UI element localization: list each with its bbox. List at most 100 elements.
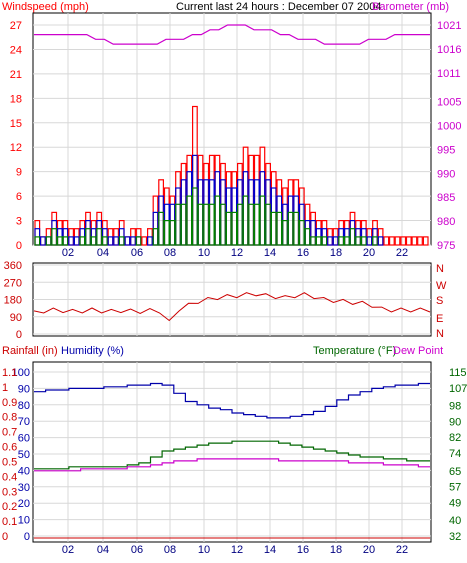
barometer-label: Barometer (mb) [372, 1, 449, 13]
pressure-line [34, 24, 430, 45]
wind-tick-label: 15 [10, 118, 22, 130]
windspeed-label: Windspeed (mph) [2, 1, 89, 13]
x-tick-label-bottom: 20 [363, 544, 375, 556]
gust-bar [147, 236, 153, 246]
avg-bar [101, 236, 108, 246]
avg-bar [163, 220, 170, 246]
avg-bar [45, 236, 52, 246]
x-tick-label-top: 12 [231, 247, 243, 259]
wind-tick-label: 3 [16, 216, 22, 228]
x-tick-label-top: 10 [198, 247, 210, 259]
gust-bar [327, 236, 333, 246]
dir-letter: W [436, 280, 447, 292]
direction-line [33, 292, 431, 322]
avg-bar [293, 211, 300, 246]
x-tick-label-top: 20 [363, 247, 375, 259]
pressure-tick-label: 1021 [437, 20, 461, 32]
avg-bar [96, 228, 103, 246]
wind-bar [394, 236, 401, 246]
pressure-tick-label: 1000 [437, 120, 461, 132]
rain-tick-label: 1.1 [2, 367, 17, 379]
avg-bar [186, 195, 193, 246]
avg-bar [287, 211, 294, 246]
dir-tick-label: 270 [4, 277, 22, 289]
temp-tick-label: 115 [449, 367, 467, 379]
x-tick-label-bottom: 08 [164, 544, 176, 556]
pressure-tick-label: 990 [437, 168, 455, 180]
humidity-tick-label: 10 [18, 515, 30, 527]
avg-bar [152, 228, 159, 246]
wind-bar [400, 236, 407, 246]
avg-bar [321, 236, 328, 246]
x-tick-label-bottom: 22 [396, 544, 408, 556]
avg-bar [298, 220, 305, 246]
humidity-tick-label: 90 [18, 383, 30, 395]
gust-bar [124, 236, 131, 246]
dir-tick-label: 0 [16, 329, 22, 341]
temp-tick-label: 98 [449, 401, 461, 413]
avg-bar [344, 236, 350, 246]
humidity-tick-label: 30 [18, 482, 30, 494]
rain-tick-label: 0.9 [2, 397, 17, 409]
gust-bar [73, 236, 80, 246]
avg-bar [349, 228, 356, 246]
rain-tick-label: 0.8 [2, 412, 17, 424]
avg-bar [51, 228, 58, 246]
avg-bar [175, 203, 181, 246]
x-tick-label-top: 04 [97, 247, 109, 259]
x-tick-label-bottom: 16 [297, 544, 309, 556]
avg-bar [79, 236, 86, 246]
dir-tick-label: 90 [10, 312, 22, 324]
temp-tick-label: 74 [449, 448, 461, 460]
temp-tick-label: 107 [449, 383, 467, 395]
dir-letter: N [436, 328, 444, 340]
wind-bar [417, 236, 423, 246]
gust-bar [366, 236, 373, 246]
humidity-tick-label: 100 [12, 367, 30, 379]
dewpoint-line [34, 458, 430, 472]
x-tick-label-bottom: 02 [62, 544, 74, 556]
pressure-tick-label: 980 [437, 216, 455, 228]
temp-tick-label: 40 [449, 515, 461, 527]
x-tick-label-bottom: 12 [231, 544, 243, 556]
temp-tick-label: 82 [449, 432, 461, 444]
x-tick-label-bottom: 14 [264, 544, 276, 556]
avg-bar [214, 195, 221, 246]
avg-bar [180, 203, 187, 246]
rain-tick-label: 0.3 [2, 486, 17, 498]
avg-bar [248, 203, 255, 246]
avg-bar [315, 236, 322, 246]
pressure-tick-label: 1016 [437, 44, 461, 56]
avg-bar [304, 228, 311, 246]
avg-bar [225, 211, 232, 246]
avg-bar [237, 203, 243, 246]
x-tick-label-bottom: 10 [198, 544, 210, 556]
avg-bar [355, 236, 361, 246]
temp-tick-label: 90 [449, 416, 461, 428]
wind-tick-label: 18 [10, 93, 22, 105]
humidity-tick-label: 0 [24, 531, 30, 543]
gust-bar [332, 236, 339, 246]
avg-bar [259, 195, 266, 246]
x-tick-label-bottom: 04 [97, 544, 109, 556]
pressure-tick-label: 985 [437, 192, 455, 204]
humidity-tick-label: 20 [18, 498, 30, 510]
wind-tick-label: 9 [16, 167, 22, 179]
temperature-label: Temperature (°F) [313, 345, 396, 357]
x-tick-label-bottom: 18 [330, 544, 342, 556]
avg-bar [118, 236, 125, 246]
humidity-label: Humidity (%) [61, 345, 124, 357]
wind-bar [389, 236, 395, 246]
humidity-tick-label: 50 [18, 449, 30, 461]
pressure-tick-label: 975 [437, 240, 455, 252]
avg-bar [158, 211, 165, 246]
wind-tick-label: 0 [16, 240, 22, 252]
avg-bar [231, 211, 238, 246]
avg-bar [360, 236, 367, 246]
wind-bar [422, 236, 429, 246]
avg-bar [282, 220, 288, 246]
rain-tick-label: 0.5 [2, 456, 17, 468]
humidity-line [34, 382, 430, 419]
